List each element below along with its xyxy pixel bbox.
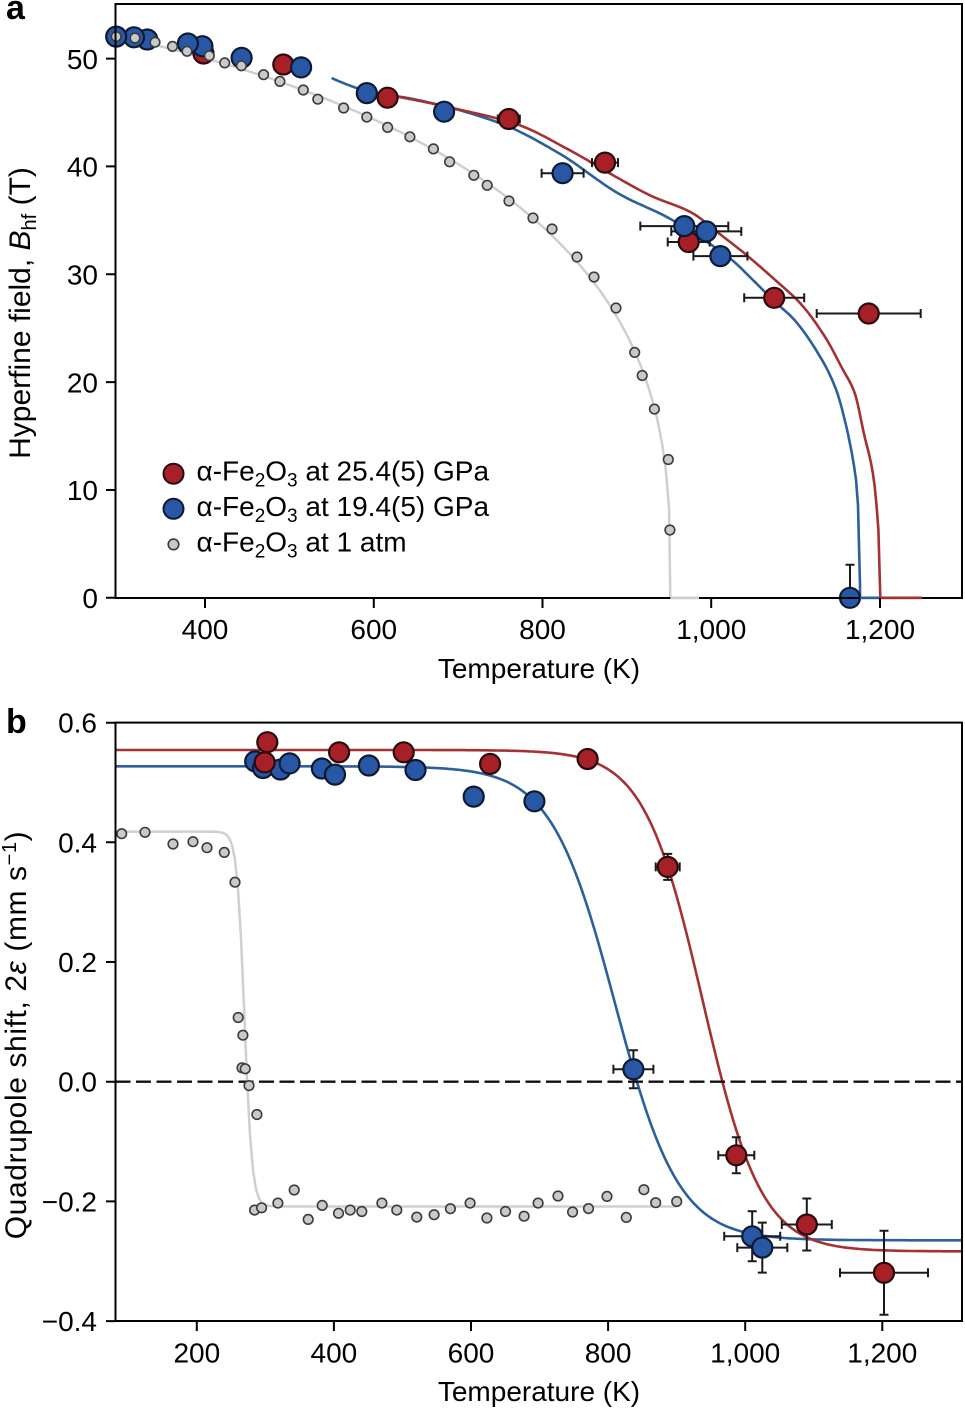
svg-text:Hyperfine field, Bhf (T): Hyperfine field, Bhf (T) bbox=[4, 167, 41, 459]
svg-text:30: 30 bbox=[67, 259, 98, 290]
svg-text:600: 600 bbox=[448, 1338, 495, 1369]
svg-text:600: 600 bbox=[350, 614, 397, 645]
svg-text:20: 20 bbox=[67, 367, 98, 398]
svg-text:0.2: 0.2 bbox=[58, 947, 97, 978]
svg-text:0.4: 0.4 bbox=[58, 827, 97, 858]
svg-text:Temperature (K): Temperature (K) bbox=[438, 1376, 640, 1407]
svg-text:800: 800 bbox=[585, 1338, 632, 1369]
svg-text:1,000: 1,000 bbox=[710, 1338, 780, 1369]
svg-text:200: 200 bbox=[173, 1338, 220, 1369]
svg-text:−0.2: −0.2 bbox=[42, 1186, 97, 1217]
svg-text:10: 10 bbox=[67, 475, 98, 506]
svg-text:1,200: 1,200 bbox=[847, 1338, 917, 1369]
svg-text:400: 400 bbox=[182, 614, 229, 645]
svg-text:0.6: 0.6 bbox=[58, 708, 97, 739]
svg-text:50: 50 bbox=[67, 44, 98, 75]
svg-text:400: 400 bbox=[311, 1338, 358, 1369]
svg-text:800: 800 bbox=[519, 614, 566, 645]
svg-text:α-Fe2O3 at 19.4(5) GPa: α-Fe2O3 at 19.4(5) GPa bbox=[197, 491, 490, 527]
svg-text:0.0: 0.0 bbox=[58, 1067, 97, 1098]
svg-text:0: 0 bbox=[82, 583, 98, 614]
svg-text:b: b bbox=[6, 703, 27, 741]
svg-text:1,200: 1,200 bbox=[845, 614, 915, 645]
svg-text:−0.4: −0.4 bbox=[42, 1306, 97, 1337]
svg-text:Quadrupole shift, 2ε (mm s−1): Quadrupole shift, 2ε (mm s−1) bbox=[0, 831, 33, 1240]
svg-text:Temperature (K): Temperature (K) bbox=[438, 653, 640, 684]
svg-text:α-Fe2O3 at 1 atm: α-Fe2O3 at 1 atm bbox=[197, 526, 407, 562]
svg-text:α-Fe2O3 at 25.4(5) GPa: α-Fe2O3 at 25.4(5) GPa bbox=[197, 456, 490, 492]
svg-text:1,000: 1,000 bbox=[676, 614, 746, 645]
svg-text:40: 40 bbox=[67, 152, 98, 183]
svg-text:a: a bbox=[6, 0, 26, 27]
